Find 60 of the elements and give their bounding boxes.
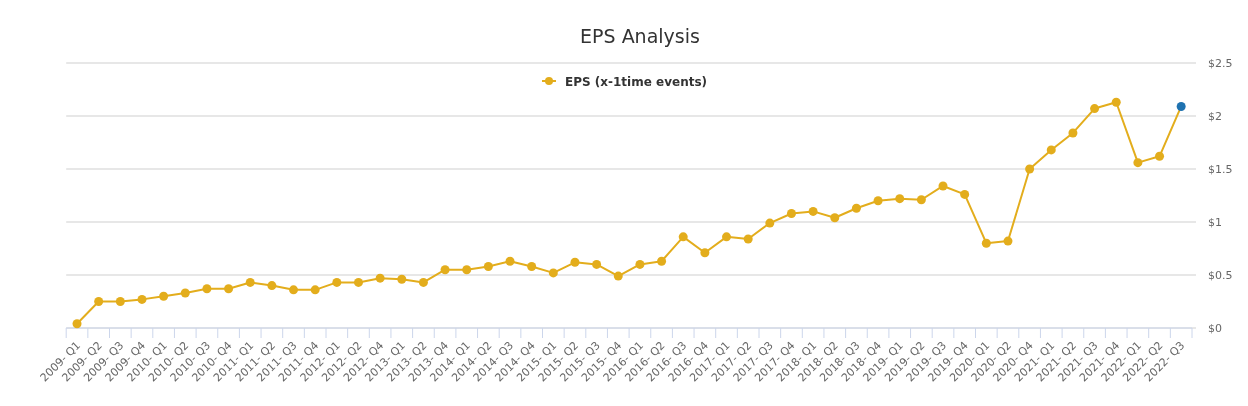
- point: [375, 273, 385, 283]
- point: [548, 268, 558, 278]
- point: [332, 277, 342, 287]
- point: [527, 262, 537, 272]
- point: [873, 196, 883, 206]
- point: [462, 265, 472, 275]
- point: [851, 203, 861, 213]
- point: [916, 195, 926, 205]
- point: [1025, 164, 1035, 174]
- point: [635, 259, 645, 269]
- point: [483, 262, 493, 272]
- point: [743, 234, 753, 244]
- point: [418, 277, 428, 287]
- point: [94, 297, 104, 306]
- point: [895, 194, 905, 204]
- point: [1176, 101, 1186, 111]
- point: [808, 206, 818, 216]
- point: [657, 256, 667, 266]
- point: [592, 259, 602, 269]
- point: [202, 284, 212, 294]
- point: [1111, 97, 1121, 107]
- point: [245, 277, 255, 287]
- point: [353, 277, 363, 287]
- point: [267, 281, 277, 291]
- point: [830, 213, 840, 223]
- y-tick-label: $2.5: [1208, 57, 1233, 70]
- point: [613, 271, 623, 281]
- legend-label: EPS (x-1time events): [565, 74, 708, 89]
- point: [505, 256, 515, 266]
- point: [1133, 158, 1143, 168]
- point: [180, 288, 190, 298]
- chart-title: EPS Analysis: [580, 25, 700, 47]
- point: [570, 257, 580, 267]
- y-tick-label: $0: [1208, 322, 1222, 335]
- point: [310, 285, 320, 295]
- point: [981, 238, 991, 248]
- point: [700, 248, 710, 258]
- point: [722, 232, 732, 242]
- point: [224, 284, 234, 294]
- point: [678, 232, 688, 242]
- point: [115, 297, 125, 306]
- point: [938, 181, 948, 191]
- point: [72, 319, 82, 329]
- point: [159, 291, 169, 301]
- point: [1155, 151, 1165, 161]
- point: [786, 209, 796, 219]
- point: [440, 265, 450, 275]
- point: [137, 294, 147, 304]
- y-tick-label: $1.5: [1208, 163, 1233, 176]
- y-tick-label: $2: [1208, 110, 1222, 123]
- point: [1090, 104, 1100, 114]
- point: [765, 218, 775, 228]
- point: [960, 189, 970, 199]
- point: [1046, 145, 1056, 155]
- point: [397, 274, 407, 284]
- y-tick-label: $0.5: [1208, 269, 1233, 282]
- point: [1003, 236, 1013, 246]
- point: [1068, 128, 1078, 138]
- point: [289, 285, 299, 295]
- y-tick-label: $1: [1208, 216, 1222, 229]
